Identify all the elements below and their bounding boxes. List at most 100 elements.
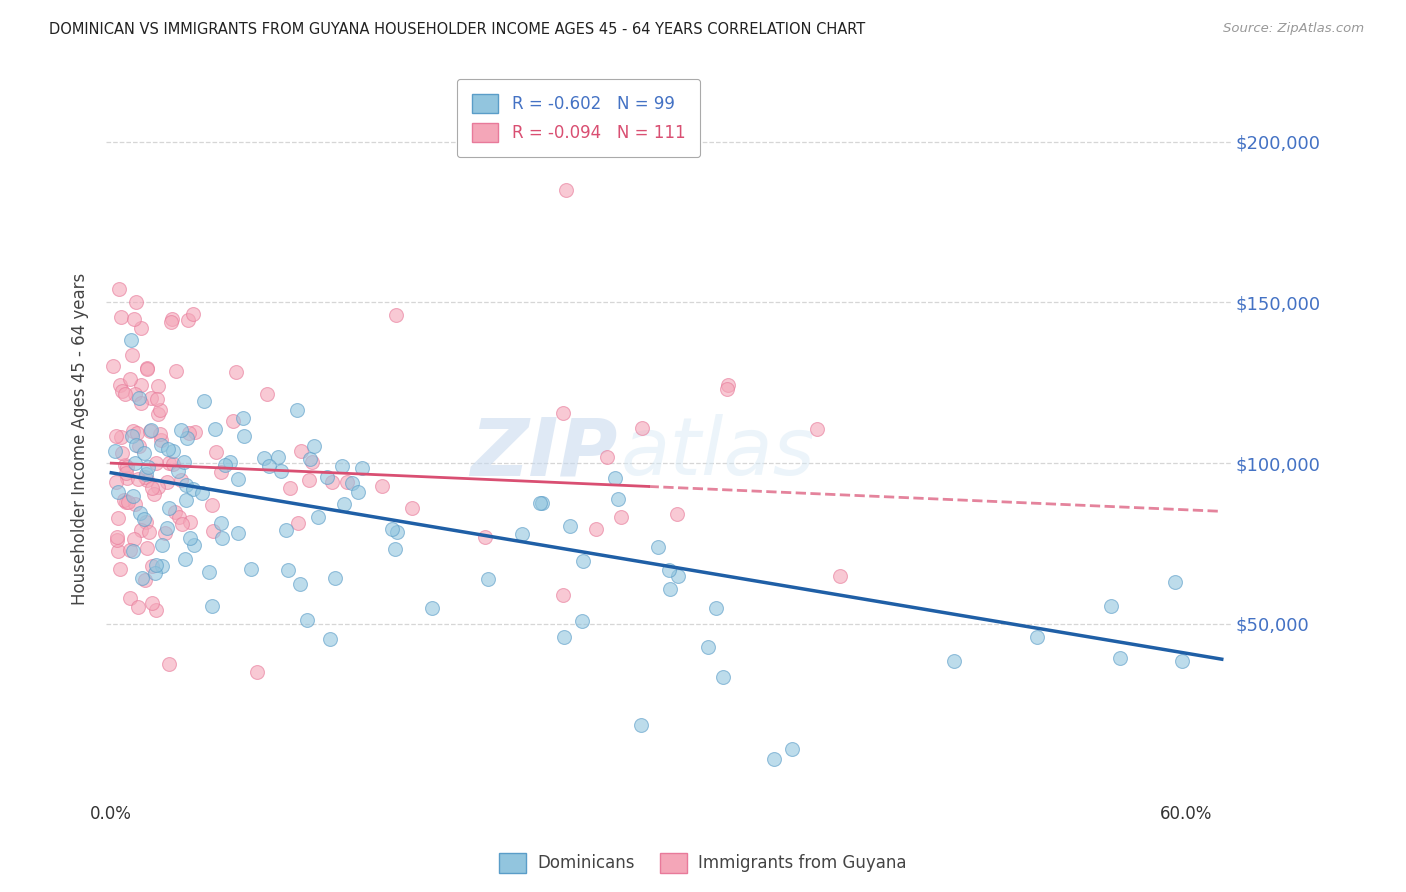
Point — [806, 421, 828, 435]
Point — [121, 348, 143, 362]
Point — [510, 527, 533, 541]
Point — [201, 498, 224, 512]
Point — [387, 524, 409, 539]
Point — [122, 532, 145, 546]
Point — [280, 482, 302, 496]
Point — [112, 493, 135, 508]
Legend: R = -0.602   N = 99, R = -0.094   N = 111: R = -0.602 N = 99, R = -0.094 N = 111 — [457, 78, 700, 157]
Point — [118, 371, 141, 385]
Point — [555, 183, 578, 197]
Point — [162, 443, 184, 458]
Point — [148, 402, 170, 417]
Point — [553, 406, 575, 420]
Point — [141, 559, 163, 574]
Point — [157, 456, 180, 470]
Point — [370, 479, 392, 493]
Point — [107, 511, 129, 525]
Point — [246, 665, 269, 679]
Point — [174, 551, 197, 566]
Point — [347, 485, 370, 500]
Point — [253, 451, 276, 466]
Point — [155, 525, 177, 540]
Point — [340, 475, 363, 490]
Point — [127, 472, 149, 486]
Point — [225, 365, 247, 379]
Point — [121, 489, 143, 503]
Point — [287, 516, 309, 530]
Point — [717, 378, 740, 392]
Point — [127, 599, 149, 614]
Point — [128, 506, 150, 520]
Point — [167, 509, 190, 524]
Point — [179, 515, 201, 529]
Point — [118, 591, 141, 605]
Point — [132, 512, 155, 526]
Point — [209, 466, 232, 480]
Point — [121, 429, 143, 443]
Point — [585, 522, 607, 536]
Point — [141, 481, 163, 495]
Point — [298, 473, 321, 487]
Point — [136, 360, 159, 375]
Point — [596, 450, 619, 464]
Point — [138, 425, 160, 439]
Text: DOMINICAN VS IMMIGRANTS FROM GUYANA HOUSEHOLDER INCOME AGES 45 - 64 YEARS CORREL: DOMINICAN VS IMMIGRANTS FROM GUYANA HOUS… — [49, 22, 866, 37]
Point — [266, 450, 288, 464]
Point — [290, 443, 312, 458]
Point — [143, 566, 166, 580]
Point — [553, 630, 575, 644]
Point — [174, 478, 197, 492]
Point — [474, 530, 496, 544]
Point — [297, 613, 319, 627]
Point — [257, 458, 280, 473]
Point — [325, 571, 347, 585]
Point — [943, 655, 966, 669]
Point — [107, 530, 129, 544]
Point — [145, 456, 167, 470]
Point — [149, 426, 172, 441]
Point — [125, 295, 148, 310]
Point — [330, 458, 353, 473]
Point — [134, 469, 156, 483]
Point — [114, 458, 136, 472]
Point — [136, 541, 159, 556]
Point — [150, 558, 173, 573]
Point — [665, 508, 688, 522]
Point — [135, 467, 157, 481]
Point — [107, 544, 129, 558]
Point — [128, 391, 150, 405]
Point — [285, 403, 308, 417]
Point — [658, 582, 681, 597]
Point — [107, 282, 129, 296]
Point — [697, 640, 720, 654]
Point — [477, 572, 499, 586]
Point — [301, 455, 323, 469]
Point — [551, 588, 574, 602]
Point — [666, 569, 689, 583]
Point — [299, 451, 322, 466]
Point — [1099, 599, 1122, 614]
Point — [170, 473, 193, 487]
Point — [156, 442, 179, 456]
Point — [114, 387, 136, 401]
Point — [610, 509, 633, 524]
Point — [211, 531, 233, 545]
Point — [302, 439, 325, 453]
Point — [165, 505, 187, 519]
Point — [128, 439, 150, 453]
Point — [1171, 655, 1194, 669]
Point — [129, 320, 152, 334]
Point — [148, 480, 170, 494]
Point — [165, 363, 187, 377]
Point — [201, 599, 224, 613]
Point — [145, 603, 167, 617]
Point — [143, 486, 166, 500]
Point — [1164, 575, 1187, 590]
Point — [160, 315, 183, 329]
Point — [146, 379, 169, 393]
Point — [141, 597, 163, 611]
Point — [381, 522, 404, 536]
Point — [115, 494, 138, 508]
Point — [571, 614, 593, 628]
Point — [129, 523, 152, 537]
